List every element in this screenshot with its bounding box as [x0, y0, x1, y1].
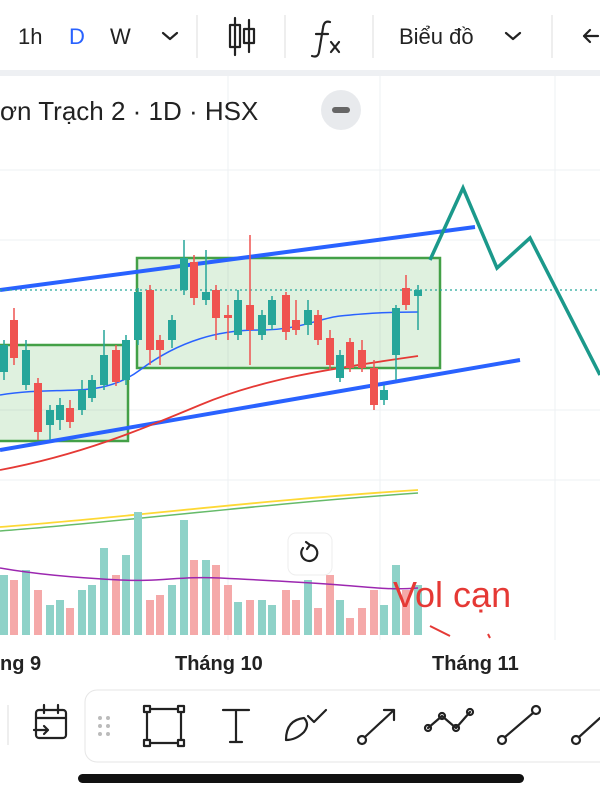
x-label: Tháng 11	[432, 653, 519, 675]
symbol-title: ơn Trạch 2 · 1D · HSX	[0, 96, 258, 126]
candle-bodies-down	[10, 262, 410, 432]
annotation: Vol cạn	[393, 574, 511, 615]
volume-bars-up	[0, 512, 422, 635]
collapse-button[interactable]	[321, 90, 361, 130]
top-toolbar: 1h D W Biểu đồ	[0, 15, 600, 76]
indicator-icon[interactable]	[310, 20, 341, 58]
date-range-icon[interactable]	[32, 703, 68, 740]
drag-handle[interactable]	[98, 716, 110, 736]
brush-tool[interactable]	[284, 708, 328, 742]
home-indicator	[78, 774, 524, 783]
toolbar-divider	[0, 70, 600, 76]
ma-line	[0, 492, 419, 532]
projection-line	[428, 183, 600, 376]
ray-tool[interactable]	[570, 716, 600, 746]
channel-line	[0, 225, 476, 292]
drawing-toolbar	[84, 689, 600, 763]
ma-line	[0, 489, 419, 528]
chart-type[interactable]: Biểu đồ	[399, 24, 474, 49]
candle-icon[interactable]	[228, 16, 256, 57]
rectangle-tool[interactable]	[142, 704, 186, 748]
interval-1h[interactable]: 1h	[18, 24, 42, 49]
x-label: Tháng 10	[175, 653, 263, 675]
channel-line	[0, 358, 521, 452]
volume-bars-down	[10, 560, 410, 635]
chart-type-menu[interactable]	[504, 31, 522, 41]
path-tool[interactable]	[423, 707, 475, 733]
interval-menu[interactable]	[161, 31, 179, 41]
candle-bodies-up	[0, 258, 422, 425]
back-icon[interactable]	[582, 28, 600, 44]
x-label: ng 9	[0, 653, 41, 675]
chart-grid	[0, 76, 600, 640]
interval-d[interactable]: D	[69, 24, 85, 49]
volume-ma	[0, 567, 419, 590]
arrow-tool[interactable]	[356, 708, 396, 746]
reset-button[interactable]	[287, 532, 333, 576]
text-tool[interactable]	[221, 708, 251, 744]
annotation-stroke	[429, 625, 491, 639]
interval-w[interactable]: W	[110, 24, 131, 49]
trend-line-tool[interactable]	[496, 704, 542, 746]
